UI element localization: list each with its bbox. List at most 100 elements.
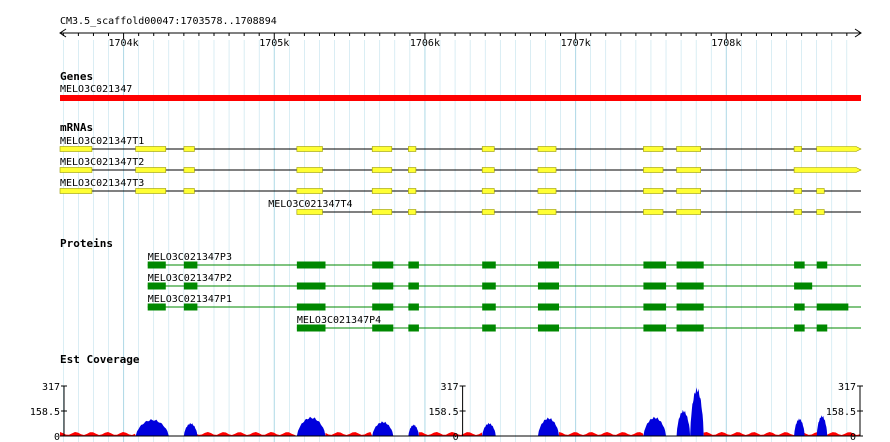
mrna-exon (135, 146, 167, 152)
region-label: CM3.5_scaffold00047:1703578..1708894 (60, 16, 277, 27)
mrna-exon (371, 146, 393, 152)
ruler: CM3.5_scaffold00047:1703578..1708894 170… (59, 16, 862, 49)
mrna-label: MELO3C021347T3 (60, 178, 144, 189)
coverage-peak (676, 409, 691, 436)
mrna-exon (408, 167, 417, 173)
ruler-right-arrow (854, 28, 862, 38)
protein-exon (482, 303, 496, 311)
coverage-low-area (60, 432, 136, 436)
proteins-track-title: Proteins (60, 237, 113, 250)
protein-exon (408, 282, 419, 290)
protein-exon (816, 324, 828, 332)
mrna-exon (408, 146, 417, 152)
ruler-tick-label: 1708k (711, 38, 741, 49)
protein-exon (183, 261, 198, 269)
mrna-label: MELO3C021347T1 (60, 136, 144, 147)
coverage-low-area (559, 432, 644, 436)
mrna-exon (183, 188, 195, 194)
protein-exon (537, 324, 560, 332)
coverage-y-tick-label: 0 (54, 432, 60, 442)
mrnas-track-title: mRNAs (60, 121, 93, 134)
protein-exon (482, 261, 496, 269)
gene-label: MELO3C021347 (60, 84, 132, 95)
coverage-y-tick-label: 0 (453, 432, 459, 442)
protein-exon (676, 324, 704, 332)
protein-label: MELO3C021347P2 (148, 273, 232, 284)
mrna-exon (183, 167, 195, 173)
mrna-exon (371, 167, 393, 173)
protein-exon (676, 261, 704, 269)
coverage-peak (372, 421, 394, 436)
mrna-exon (793, 188, 802, 194)
mrna-exon (371, 188, 393, 194)
mrnas-track: mRNAs MELO3C021347T1MELO3C021347T2MELO3C… (59, 121, 862, 215)
protein-exon (372, 324, 394, 332)
mrna-exon (676, 167, 701, 173)
mrna-exon (481, 188, 495, 194)
coverage-y-tick-label: 158.5 (30, 407, 60, 418)
protein-label: MELO3C021347P4 (297, 315, 381, 326)
mrna-exon (816, 188, 825, 194)
coverage-low-area (325, 432, 373, 436)
protein-exon (372, 303, 394, 311)
mrna-exon (643, 167, 664, 173)
coverage-peak (690, 387, 704, 436)
ruler-tick-label: 1705k (259, 38, 289, 49)
mrnas-features: MELO3C021347T1 MELO3C021347T2 MELO3C021347… (59, 136, 862, 215)
mrna-exon (135, 167, 167, 173)
ruler-tick-label: 1706k (410, 38, 440, 49)
vertical-grid-lines (63, 40, 848, 442)
mrna-exon (793, 209, 802, 215)
mrna-exon (59, 167, 93, 173)
protein-exon (643, 282, 667, 290)
protein-exon (537, 261, 560, 269)
protein-exon (372, 261, 394, 269)
protein-exon (482, 324, 496, 332)
protein-exon (296, 282, 326, 290)
coverage-low-area (418, 432, 483, 436)
coverage-track-title: Est Coverage (60, 353, 140, 366)
mrna-exon (481, 167, 495, 173)
coverage-peak (794, 418, 805, 436)
proteins-features: MELO3C021347P3 MELO3C021347P2 MELO3C021347… (147, 252, 861, 332)
genes-track-title: Genes (60, 70, 93, 83)
coverage-peak (816, 415, 828, 436)
coverage-peak (296, 416, 326, 436)
coverage-y-tick-label: 317 (441, 382, 459, 393)
coverage-peak (537, 417, 560, 436)
proteins-track: Proteins MELO3C021347P3MELO3C021347P2MEL… (60, 237, 861, 332)
protein-label: MELO3C021347P3 (148, 252, 232, 263)
mrna-exon (793, 146, 802, 152)
mrna-exon (481, 209, 495, 215)
coverage-peak (408, 424, 419, 436)
coverage-y-tick-label: 317 (838, 382, 856, 393)
mrna-exon (371, 209, 393, 215)
mrna-exon (537, 167, 557, 173)
mrna-exon (135, 188, 167, 194)
protein-exon (147, 282, 166, 290)
coverage-y-tick-label: 158.5 (826, 407, 856, 418)
mrna-exon (296, 188, 323, 194)
protein-exon (183, 303, 198, 311)
protein-exon (408, 324, 419, 332)
mrna-exon (59, 146, 93, 152)
protein-exon (482, 282, 496, 290)
genes-features: MELO3C021347 (60, 84, 861, 101)
protein-exon (816, 261, 828, 269)
mrna-exon (537, 146, 557, 152)
mrna-exon (408, 188, 417, 194)
mrna-exon (816, 146, 862, 152)
coverage-peak (482, 422, 496, 436)
coverage-peak (643, 416, 667, 436)
mrna-exon (643, 188, 664, 194)
protein-exon (537, 303, 560, 311)
protein-exon (296, 303, 326, 311)
protein-exon (643, 303, 667, 311)
mrna-exon (537, 209, 557, 215)
ruler-tick-label: 1707k (561, 38, 591, 49)
protein-exon (794, 324, 805, 332)
coverage-low-area (703, 432, 861, 436)
gene-bar (60, 95, 861, 101)
mrna-exon (537, 188, 557, 194)
